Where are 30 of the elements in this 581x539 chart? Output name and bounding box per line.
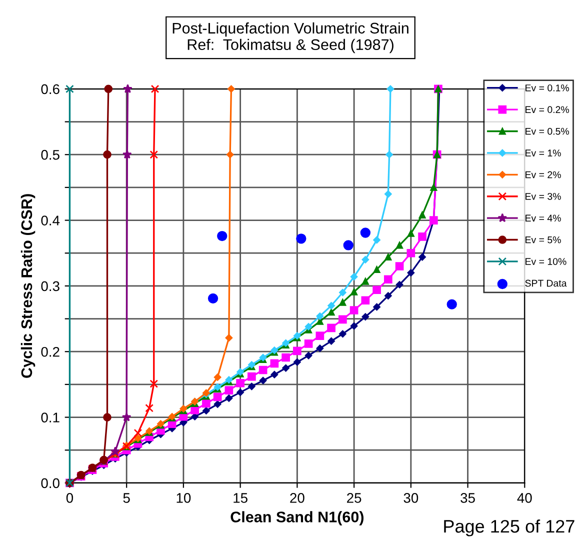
x-tick-label: 5 — [123, 493, 130, 503]
y-tick-label: 0.4 — [41, 216, 60, 226]
y-tick-label: 0.6 — [41, 84, 60, 94]
chart-title: Post-Liquefaction Volumetric Strain Ref: Tokimatsu & Seed (1987) — [172, 22, 408, 54]
y-tick-label: 0.5 — [41, 150, 60, 160]
legend-label: Ev = 3% — [526, 192, 561, 200]
legend-label: Ev = 0.5% — [526, 128, 569, 135]
legend-label: Ev = 0.2% — [526, 106, 569, 114]
legend-label: Ev = 5% — [526, 236, 561, 244]
legend-label: Ev = 0.1% — [526, 84, 569, 92]
legend-label: Ev = 2% — [526, 171, 561, 178]
x-tick-label: 10 — [176, 493, 191, 503]
y-tick-label: 0.3 — [41, 281, 60, 292]
y-tick-label: 0.1 — [41, 412, 60, 422]
y-axis-title: Cyclic Stress Ratio (CSR) — [20, 194, 36, 378]
legend-label: Ev = 1% — [526, 150, 561, 156]
y-tick-label: 0.2 — [41, 346, 60, 357]
text: Page 125 of 127 — [444, 519, 574, 536]
x-tick-label: 20 — [290, 493, 304, 503]
x-tick-label: 30 — [404, 493, 418, 503]
legend-label: SPT Data — [525, 280, 567, 287]
y-tick-label: 0.0 — [41, 478, 60, 488]
x-tick-label: 0 — [66, 493, 74, 503]
legend-label: Ev = 10% — [526, 258, 566, 265]
x-tick-label: 40 — [517, 493, 532, 503]
legend-label: Ev = 4% — [526, 214, 561, 222]
x-axis-title: Clean Sand N1(60) — [230, 511, 364, 526]
x-tick-label: 35 — [460, 493, 475, 503]
x-tick-label: 15 — [234, 493, 248, 503]
x-tick-label: 25 — [347, 493, 362, 503]
